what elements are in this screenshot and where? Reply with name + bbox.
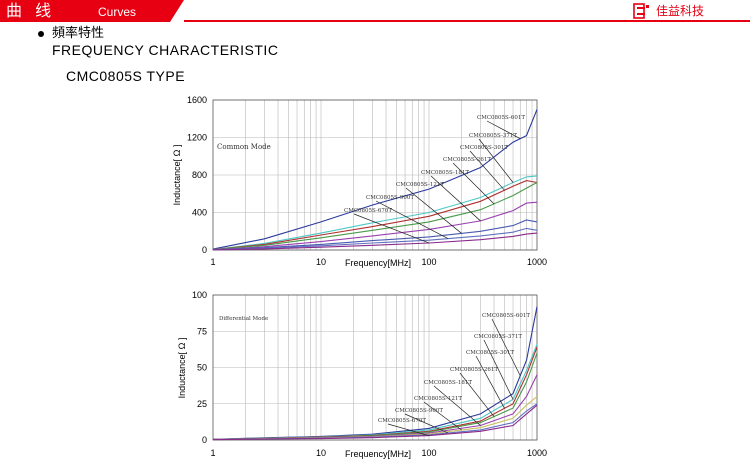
- x-tick-label: 1: [210, 257, 215, 267]
- x-tick-label: 1: [210, 448, 215, 458]
- series-line: [212, 227, 538, 251]
- series-leader-line: [452, 162, 495, 205]
- series-label: CMC0805S-301T: [460, 145, 508, 151]
- series-label: CMC0805S-601T: [477, 115, 525, 121]
- series-leader-line: [433, 385, 481, 426]
- y-tick-label: 1600: [187, 95, 207, 105]
- mode-annotation: Common Mode: [217, 143, 271, 151]
- mode-annotation: Differential Mode: [219, 316, 268, 322]
- section-bullet: [38, 31, 44, 37]
- series-label: CMC0805S-670T: [344, 208, 392, 214]
- series-line: [212, 232, 538, 251]
- y-axis-label: Inductance[ Ω ]: [172, 145, 182, 206]
- series-label: CMC0805S-371T: [469, 133, 517, 139]
- series-leader-line: [469, 150, 505, 191]
- series-leader-line: [430, 175, 481, 222]
- series-leader-line: [404, 413, 449, 434]
- series-line: [212, 182, 538, 251]
- series-label: CMC0805S-900T: [366, 195, 414, 201]
- brand-name: 佳益科技: [656, 4, 705, 18]
- series-leader-line: [405, 187, 462, 234]
- x-tick-label: 100: [421, 448, 436, 458]
- y-tick-label: 50: [197, 363, 207, 373]
- series-line: [212, 352, 538, 440]
- series-label: CMC0805S-121T: [414, 396, 462, 402]
- series-leader-line: [475, 355, 505, 409]
- y-tick-label: 75: [197, 326, 207, 336]
- header-red-block: [0, 0, 170, 22]
- plot-frame: [212, 294, 538, 441]
- series-leader-line: [478, 138, 514, 183]
- y-tick-label: 25: [197, 399, 207, 409]
- series-leader-line: [387, 423, 430, 436]
- header-divider-line: [184, 20, 750, 22]
- top-header-bar: 曲 线 Curves 佳益科技: [0, 0, 750, 24]
- series-label: CMC0805S-121T: [396, 182, 444, 188]
- header-subtitle: Curves: [98, 5, 137, 19]
- plot-frame: [212, 99, 538, 251]
- series-leader-line: [486, 120, 521, 139]
- series-line: [212, 201, 538, 251]
- y-axis-label: Inductance[ Ω ]: [177, 338, 187, 399]
- series-label: CMC0805S-601T: [482, 313, 530, 319]
- series-label: CMC0805S-181T: [421, 170, 469, 176]
- y-tick-label: 100: [192, 290, 207, 300]
- series-line: [212, 180, 538, 251]
- section-title-cn: 頻率特性: [52, 26, 105, 41]
- series-leader-line: [423, 401, 462, 431]
- series-line: [212, 175, 538, 251]
- x-tick-label: 100: [421, 257, 436, 267]
- x-axis-label: Frequency[MHz]: [345, 258, 411, 268]
- series-label: CMC0805S-371T: [474, 334, 522, 340]
- series-label: CMC0805S-900T: [395, 408, 443, 414]
- series-leader-line: [353, 213, 430, 244]
- series-label: CMC0805S-301T: [466, 350, 514, 356]
- section-title-en: FREQUENCY CHARACTERISTIC: [52, 42, 279, 58]
- x-tick-label: 1000: [527, 448, 547, 458]
- series-label: CMC0805S-261T: [450, 367, 498, 373]
- y-tick-label: 0: [202, 435, 207, 445]
- chart-2: 0 25 50 75 100 1 10 100 1000 Frequency[MHz] Induct…: [177, 290, 547, 459]
- series-line: [212, 219, 538, 251]
- y-tick-label: 1200: [187, 133, 207, 143]
- series-leader-line: [491, 318, 521, 376]
- brand-logo-icon: [633, 3, 649, 19]
- x-axis-label: Frequency[MHz]: [345, 449, 411, 459]
- x-tick-label: 10: [316, 448, 326, 458]
- x-tick-label: 10: [316, 257, 326, 267]
- product-type-label: CMC0805S TYPE: [66, 68, 186, 84]
- series-label: CMC0805S-261T: [443, 157, 491, 163]
- series-line: [212, 396, 538, 441]
- series-leader-line: [483, 339, 514, 400]
- y-tick-label: 0: [202, 245, 207, 255]
- series-leader-line: [459, 372, 495, 417]
- x-tick-label: 1000: [527, 257, 547, 267]
- y-tick-label: 800: [192, 170, 207, 180]
- y-tick-label: 400: [192, 208, 207, 218]
- chart-1: 0 400 800 1200 1600 1 10 100 1000 Frequency[MHz] I…: [172, 95, 547, 268]
- series-leader-line: [375, 200, 449, 239]
- header-title: 曲 线: [6, 1, 56, 20]
- header-notch: [170, 0, 184, 22]
- series-line: [212, 109, 538, 250]
- series-label: CMC0805S-670T: [378, 418, 426, 424]
- series-label: CMC0805S-181T: [424, 380, 472, 386]
